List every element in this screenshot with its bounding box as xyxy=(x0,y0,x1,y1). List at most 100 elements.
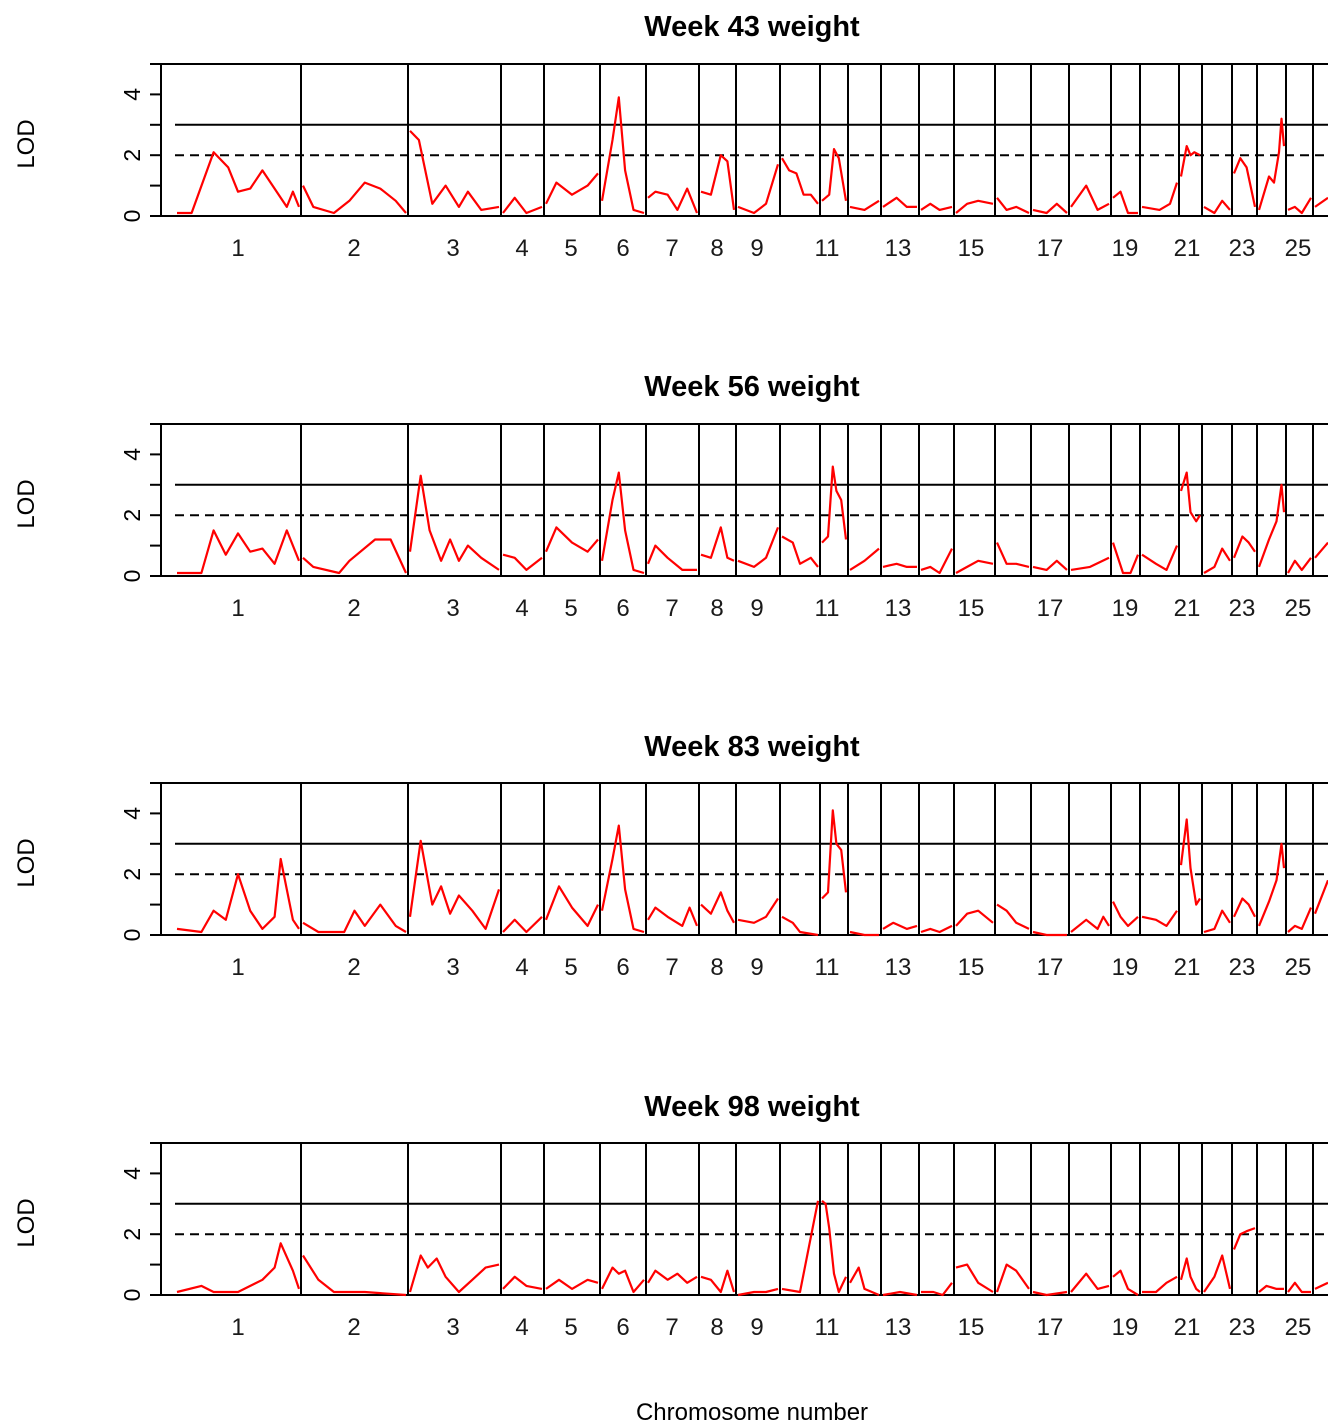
chromosome-label: 8 xyxy=(710,1314,723,1341)
y-tick-label: 4 xyxy=(119,88,145,101)
lod-curve-chr-14 xyxy=(920,548,953,575)
lod-curve-chr-6 xyxy=(600,471,645,575)
lod-curve-chr-16 xyxy=(996,903,1030,930)
chromosome-label: 6 xyxy=(616,235,629,262)
lod-curve-chr-4 xyxy=(502,916,543,934)
chromosome-label: 13 xyxy=(885,235,912,262)
y-tick-label: 0 xyxy=(119,1289,145,1302)
lod-curve-chr-9 xyxy=(737,526,780,569)
lod-curve-chr-14 xyxy=(921,1282,953,1297)
chromosome-label: 1 xyxy=(231,1314,244,1341)
y-axis-label: LOD xyxy=(13,838,40,887)
chromosome-label: 4 xyxy=(515,235,528,262)
panel-title: Week 83 weight xyxy=(644,731,860,763)
chromosome-label: 3 xyxy=(446,235,459,262)
y-axis-label: LOD xyxy=(13,1198,40,1247)
lod-curve-chr-2 xyxy=(302,1254,407,1297)
lod-curve-chr-16 xyxy=(995,1263,1030,1293)
lod-curve-chr-1 xyxy=(176,1242,301,1294)
lod-curve-chr-26 xyxy=(1313,879,1328,915)
lod-curve-chr-10 xyxy=(781,157,819,205)
lod-curve-chr-2 xyxy=(302,181,407,215)
chromosome-label: 11 xyxy=(815,1314,840,1341)
chromosome-label: 5 xyxy=(564,595,577,622)
lod-curve-chr-20 xyxy=(1141,910,1178,928)
lod-curve-chr-3 xyxy=(408,839,501,931)
chromosome-label: 7 xyxy=(665,954,678,981)
y-axis-label: LOD xyxy=(13,479,40,528)
chromosome-label: 21 xyxy=(1174,595,1201,622)
lod-curve-chr-21 xyxy=(1179,818,1201,906)
lod-curve-chr-15 xyxy=(955,909,994,927)
lod-curve-chr-8 xyxy=(700,1269,736,1294)
lod-curve-chr-6 xyxy=(600,824,645,934)
chromosome-label: 19 xyxy=(1112,954,1139,981)
chromosome-label: 5 xyxy=(564,235,577,262)
lod-curve-chr-18 xyxy=(1070,1272,1110,1293)
lod-curve-chr-23 xyxy=(1232,157,1257,208)
lod-curve-chr-20 xyxy=(1142,1275,1178,1294)
lod-curve-chr-1 xyxy=(177,529,301,575)
lod-curve-chr-23 xyxy=(1232,1227,1256,1250)
chromosome-label: 15 xyxy=(958,1314,985,1341)
chromosome-label: 5 xyxy=(564,1314,577,1341)
lod-curve-chr-24 xyxy=(1258,1284,1284,1293)
chromosome-label: 19 xyxy=(1112,595,1139,622)
y-tick-label: 0 xyxy=(119,929,145,942)
chromosome-label: 21 xyxy=(1174,954,1201,981)
lod-curve-chr-25 xyxy=(1287,907,1313,933)
lod-curve-chr-11 xyxy=(821,465,848,544)
chromosome-label: 13 xyxy=(885,1314,912,1341)
lod-curve-chr-8 xyxy=(700,526,735,562)
lod-curve-chr-25 xyxy=(1287,557,1312,574)
chromosome-label: 17 xyxy=(1037,235,1064,262)
chromosome-label: 3 xyxy=(446,954,459,981)
lod-curve-chr-5 xyxy=(544,526,599,553)
lod-curve-chr-11 xyxy=(821,1199,847,1294)
panel-title: Week 43 weight xyxy=(644,11,860,43)
lod-curve-chr-18 xyxy=(1070,184,1110,211)
lod-curve-chr-19 xyxy=(1112,1269,1139,1296)
chromosome-label: 9 xyxy=(750,954,763,981)
lod-curve-chr-4 xyxy=(502,1275,543,1290)
chromosome-label: 1 xyxy=(231,235,244,262)
lod-curve-chr-8 xyxy=(700,154,736,211)
lod-curve-chr-25 xyxy=(1287,1281,1311,1294)
panel-title: Week 98 weight xyxy=(644,1091,860,1123)
lod-curve-chr-7 xyxy=(647,906,699,928)
chromosome-label: 19 xyxy=(1112,1314,1139,1341)
lod-curve-chr-22 xyxy=(1203,1254,1232,1293)
lod-curve-chr-7 xyxy=(646,544,697,572)
lod-curve-chr-1 xyxy=(177,151,301,215)
y-tick-label: 4 xyxy=(119,448,145,461)
lod-curve-chr-15 xyxy=(955,559,994,574)
chromosome-label: 1 xyxy=(231,954,244,981)
chromosome-label: 1 xyxy=(231,595,244,622)
lod-curve-chr-14 xyxy=(920,924,953,934)
lod-curve-chr-18 xyxy=(1070,556,1110,571)
chromosome-label: 15 xyxy=(958,235,985,262)
lod-curve-chr-3 xyxy=(408,1254,500,1294)
lod-curve-chr-17 xyxy=(1032,1290,1068,1297)
lod-curve-chr-23 xyxy=(1232,535,1256,559)
chromosome-label: 9 xyxy=(750,1314,763,1341)
chromosome-label: 25 xyxy=(1285,595,1312,622)
chromosome-label: 3 xyxy=(446,1314,459,1341)
chromosome-label: 2 xyxy=(347,595,360,622)
lod-curve-chr-9 xyxy=(737,163,780,215)
lod-curve-chr-15 xyxy=(955,1263,994,1293)
lod-curve-chr-21 xyxy=(1179,471,1201,523)
chromosome-label: 3 xyxy=(446,595,459,622)
lod-curve-chr-20 xyxy=(1141,182,1179,211)
chromosome-label: 11 xyxy=(815,235,840,262)
chromosome-label: 4 xyxy=(515,954,528,981)
chromosome-label: 23 xyxy=(1229,595,1256,622)
y-tick-label: 2 xyxy=(119,1228,145,1241)
lod-curve-chr-14 xyxy=(920,202,953,211)
y-tick-label: 2 xyxy=(119,868,145,881)
chromosome-label: 6 xyxy=(616,954,629,981)
chromosome-label: 21 xyxy=(1174,235,1201,262)
lod-curve-chr-24 xyxy=(1257,117,1286,211)
